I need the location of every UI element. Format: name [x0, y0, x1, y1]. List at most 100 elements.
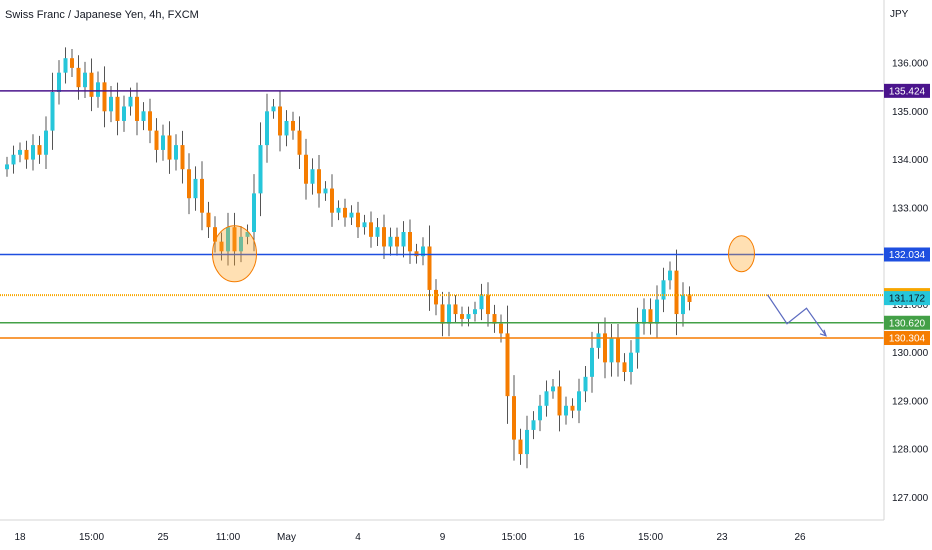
x-tick-label: 15:00 — [501, 532, 526, 543]
y-tick-label: 127.000 — [892, 493, 929, 504]
candle-body — [642, 309, 646, 324]
x-tick-label: 25 — [157, 532, 169, 543]
candle-body — [687, 294, 692, 302]
level-tag — [884, 83, 930, 98]
candle-body — [304, 154, 308, 184]
x-tick-label: 11:00 — [216, 532, 241, 543]
candle-body — [245, 232, 250, 237]
x-tick-label: 26 — [794, 532, 806, 543]
y-tick-label: 134.000 — [892, 155, 929, 166]
candle-body — [206, 212, 211, 228]
candle-body — [362, 222, 367, 228]
level-tag-label: 135.424 — [889, 86, 926, 97]
candle-body — [226, 227, 230, 252]
candle-body — [63, 58, 68, 73]
candle-body — [167, 135, 172, 160]
price-tags: 135.424132.034131.193130.620130.304131.1… — [884, 83, 930, 346]
y-tick-label: 133.000 — [892, 203, 929, 214]
candle-body — [252, 193, 256, 232]
candle-body — [102, 82, 107, 112]
level-tag — [884, 315, 930, 330]
candle-body — [577, 391, 581, 411]
level-tag — [884, 247, 930, 262]
candle-body — [44, 130, 48, 155]
candle-body — [538, 405, 542, 421]
candle-body — [213, 227, 217, 242]
candle-body — [154, 130, 159, 150]
candle-body — [18, 149, 22, 155]
candle-body — [356, 212, 360, 228]
candle-body — [284, 120, 289, 136]
candle-body — [401, 232, 406, 247]
candle-body — [525, 429, 529, 455]
candle-body — [297, 130, 302, 155]
candle-body — [648, 309, 653, 324]
candle-body — [596, 333, 601, 348]
x-tick-label: 15:00 — [79, 532, 104, 543]
candle-body — [590, 347, 594, 377]
candle-body — [564, 405, 568, 416]
candle-body — [382, 227, 386, 247]
candle-body — [5, 164, 9, 170]
candle-body — [76, 67, 81, 88]
candle-body — [570, 405, 575, 411]
candle-body — [440, 304, 445, 324]
projection-arrowhead — [819, 329, 827, 337]
candle-body — [83, 72, 87, 88]
candle-body — [265, 111, 269, 146]
candle-body — [50, 92, 55, 131]
level-tag-label: 130.304 — [889, 334, 926, 345]
level-tag-label: 130.620 — [889, 318, 926, 329]
candle-body — [486, 294, 490, 315]
candle-body — [544, 391, 549, 406]
candle-body — [89, 72, 94, 97]
candle-body — [258, 145, 263, 194]
candle-body — [187, 169, 191, 199]
candle-body — [479, 294, 484, 310]
candle-body — [583, 376, 588, 392]
candle-body — [395, 236, 399, 247]
candle-body — [375, 227, 380, 237]
candle-body — [349, 212, 354, 218]
x-tick-label: 9 — [440, 532, 446, 543]
candle-body — [115, 96, 120, 121]
x-tick-label: 4 — [355, 532, 361, 543]
candle-body — [668, 270, 672, 281]
candle-body — [629, 352, 633, 372]
y-tick-label: 128.000 — [892, 445, 929, 456]
candle-body — [531, 420, 536, 430]
highlight-circle — [212, 225, 257, 283]
candle-body — [388, 236, 393, 247]
y-tick-label: 131.000 — [892, 300, 929, 311]
candle-body — [674, 270, 679, 315]
candle-body — [466, 314, 471, 319]
candle-body — [291, 120, 295, 131]
candle-body — [219, 241, 224, 252]
candle-body — [499, 323, 503, 334]
candle-body — [330, 188, 334, 213]
candle-body — [57, 72, 61, 92]
candle-body — [505, 333, 510, 397]
candle-body — [369, 222, 373, 237]
current-price-tag — [884, 291, 930, 306]
candle-body — [421, 246, 425, 257]
candle-body — [609, 338, 614, 363]
candle-body — [453, 304, 458, 315]
x-tick-label: 15:00 — [638, 532, 663, 543]
y-tick-label: 136.000 — [892, 59, 929, 70]
candle-body — [37, 145, 42, 155]
candle-body — [193, 178, 198, 199]
level-tag-label: 132.034 — [889, 250, 926, 261]
candle-body — [70, 58, 74, 68]
candle-body — [473, 309, 477, 315]
candle-body — [239, 236, 243, 252]
candle-body — [11, 154, 16, 165]
candle-body — [661, 280, 666, 300]
candle-body — [24, 149, 29, 160]
candle-body — [512, 396, 516, 440]
candle-body — [681, 294, 685, 315]
candles — [5, 47, 692, 469]
candle-body — [557, 386, 562, 416]
candle-body — [414, 251, 419, 257]
